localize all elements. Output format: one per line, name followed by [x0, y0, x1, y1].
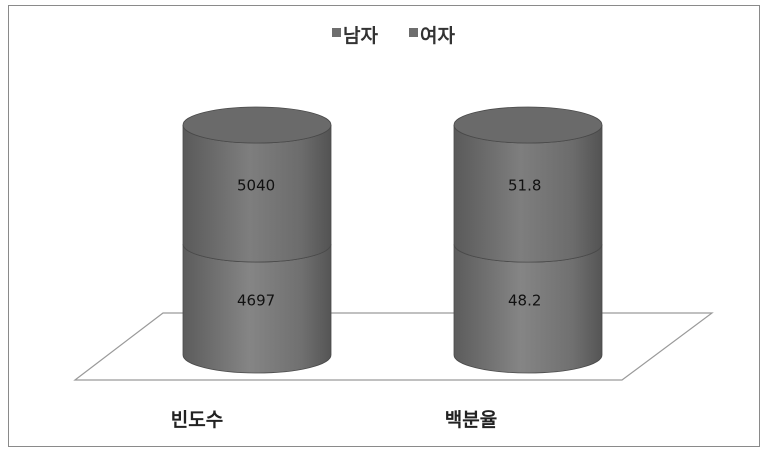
cylinder-top-cap [453, 106, 603, 144]
legend-label-male: 남자 [343, 25, 378, 47]
data-label: 51.8 [508, 177, 541, 195]
legend-swatch-male [332, 28, 341, 37]
legend-swatch-female [409, 28, 418, 37]
data-label: 48.2 [508, 292, 541, 310]
chart-floor [73, 312, 714, 381]
bars-group: 4697 5040 48.2 51.8 [182, 106, 603, 374]
cylinder-top-cap [182, 106, 332, 144]
category-label: 백분율 [445, 409, 497, 431]
data-label: 4697 [237, 292, 275, 310]
legend: 남자 여자 [332, 25, 455, 47]
category-label: 빈도수 [171, 409, 223, 431]
legend-label-female: 여자 [420, 25, 455, 47]
data-label: 5040 [237, 177, 275, 195]
